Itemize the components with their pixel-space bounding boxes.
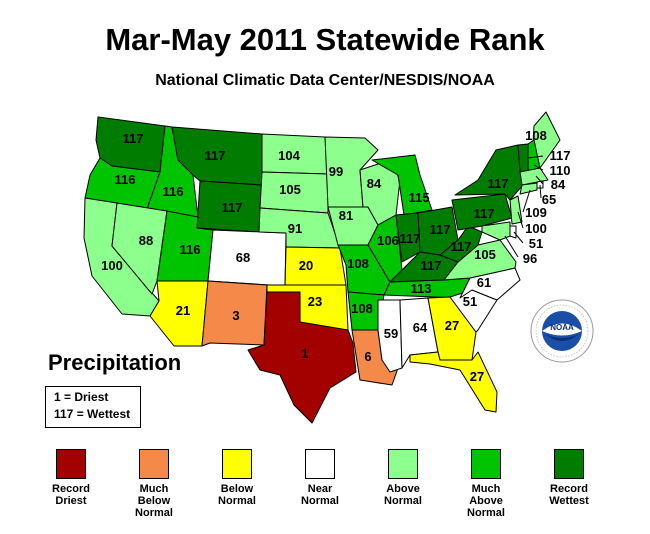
rank-label-mo: 108 xyxy=(347,256,369,271)
svg-text:NOAA: NOAA xyxy=(550,323,574,332)
legend-near-normal: Near Normal xyxy=(275,449,365,507)
state-florida xyxy=(409,351,498,413)
rank-label-ny: 117 xyxy=(488,176,509,191)
rank-label-ri: 65 xyxy=(542,192,556,207)
legend-record-wettest: Record Wettest xyxy=(524,449,614,507)
state-vermont xyxy=(517,143,529,173)
state-delaware xyxy=(509,225,517,239)
legend-swatch-record-driest xyxy=(56,449,86,479)
rank-label-ct: 109 xyxy=(525,205,547,220)
legend-above-normal: Above Normal xyxy=(358,449,448,507)
rank-label-wv: 117 xyxy=(451,239,472,254)
rank-label-ga: 27 xyxy=(445,318,459,333)
noaa-logo: NOAA xyxy=(530,299,594,363)
state-massachusetts xyxy=(519,167,549,186)
legend-label: Above Normal xyxy=(384,483,422,507)
rank-label-nv: 88 xyxy=(139,233,153,248)
rank-label-ia: 81 xyxy=(339,208,353,223)
legend-swatch-above-normal xyxy=(388,449,418,479)
legend-label: Much Above Normal xyxy=(467,483,505,519)
rank-label-ky: 117 xyxy=(421,258,442,273)
rank-label-md: 96 xyxy=(523,251,537,266)
rank-label-tx: 1 xyxy=(301,346,308,361)
rank-label-ma: 84 xyxy=(551,177,566,192)
legend-swatch-much-below-normal xyxy=(139,449,169,479)
rank-label-mi: 115 xyxy=(409,190,430,205)
state-kansas xyxy=(284,246,347,287)
rank-label-nc: 61 xyxy=(477,275,491,290)
rank-label-ne: 91 xyxy=(288,221,302,236)
legend-swatch-much-above-normal xyxy=(471,449,501,479)
rank-label-al: 64 xyxy=(413,320,428,335)
rank-label-oh: 117 xyxy=(430,222,451,237)
rank-label-wy: 117 xyxy=(222,200,243,215)
legend-much-above-normal: Much Above Normal xyxy=(441,449,531,519)
key-wettest: 117 = Wettest xyxy=(54,407,131,421)
rank-label-ut: 116 xyxy=(180,242,201,257)
rank-label-nj: 100 xyxy=(525,221,547,236)
rank-label-fl: 27 xyxy=(470,369,484,384)
state-new-jersey xyxy=(509,195,523,225)
state-pennsylvania xyxy=(451,193,513,231)
rank-label-sc: 51 xyxy=(463,294,477,309)
state-connecticut xyxy=(519,182,538,195)
state-michigan xyxy=(371,154,433,216)
legend-label: Record Driest xyxy=(52,483,90,507)
rank-label-de: 51 xyxy=(529,236,543,251)
rank-label-ar: 108 xyxy=(351,301,373,316)
state-maryland xyxy=(481,221,511,241)
legend-record-driest: Record Driest xyxy=(26,449,116,507)
legend-label: Near Normal xyxy=(301,483,339,507)
rank-label-tn: 113 xyxy=(411,281,432,296)
rank-label-wa: 117 xyxy=(123,131,144,146)
rank-label-in: 117 xyxy=(400,231,421,246)
rank-label-nm: 3 xyxy=(232,308,239,323)
rank-label-vt: 117 xyxy=(550,148,571,163)
map-subtitle: National Climatic Data Center/NESDIS/NOA… xyxy=(155,72,495,89)
legend-label: Below Normal xyxy=(218,483,256,507)
legend-label: Much Below Normal xyxy=(135,483,173,519)
rank-label-sd: 105 xyxy=(279,182,301,197)
legend-swatch-record-wettest xyxy=(554,449,584,479)
rank-label-nd: 104 xyxy=(278,148,300,163)
rank-label-pa: 117 xyxy=(474,206,495,221)
rank-label-id: 116 xyxy=(163,184,184,199)
rank-label-wi: 84 xyxy=(367,176,382,191)
rank-label-or: 116 xyxy=(115,172,136,187)
rank-label-mn: 99 xyxy=(329,164,343,179)
callout-leader-lines xyxy=(504,155,544,258)
rank-label-me: 108 xyxy=(525,128,547,143)
rank-label-il: 106 xyxy=(377,233,399,248)
map-title: Mar-May 2011 Statewide Rank xyxy=(105,22,545,57)
key-driest: 1 = Driest xyxy=(54,390,109,404)
state-new-mexico xyxy=(201,280,268,347)
rank-label-nh: 110 xyxy=(550,163,571,178)
legend-much-below-normal: Much Below Normal xyxy=(109,449,199,519)
map-label-precipitation: Precipitation xyxy=(48,350,182,375)
state-new-york xyxy=(454,144,523,201)
rank-label-ca: 100 xyxy=(101,258,123,273)
rank-label-az: 21 xyxy=(176,303,190,318)
rank-label-ms: 59 xyxy=(384,326,398,341)
legend-swatch-below-normal xyxy=(222,449,252,479)
rank-label-mt: 117 xyxy=(205,148,226,163)
legend-below-normal: Below Normal xyxy=(192,449,282,507)
legend-label: Record Wettest xyxy=(549,483,589,507)
state-nevada xyxy=(111,202,168,295)
rank-label-ok: 23 xyxy=(308,294,322,309)
legend-swatch-near-normal xyxy=(305,449,335,479)
rank-label-la: 6 xyxy=(364,349,371,364)
rank-label-ks: 20 xyxy=(299,258,313,273)
rank-label-co: 68 xyxy=(236,250,250,265)
state-texas xyxy=(247,291,357,424)
rank-label-va: 105 xyxy=(474,247,496,262)
rank-key-box: 1 = Driest 117 = Wettest xyxy=(45,386,141,428)
